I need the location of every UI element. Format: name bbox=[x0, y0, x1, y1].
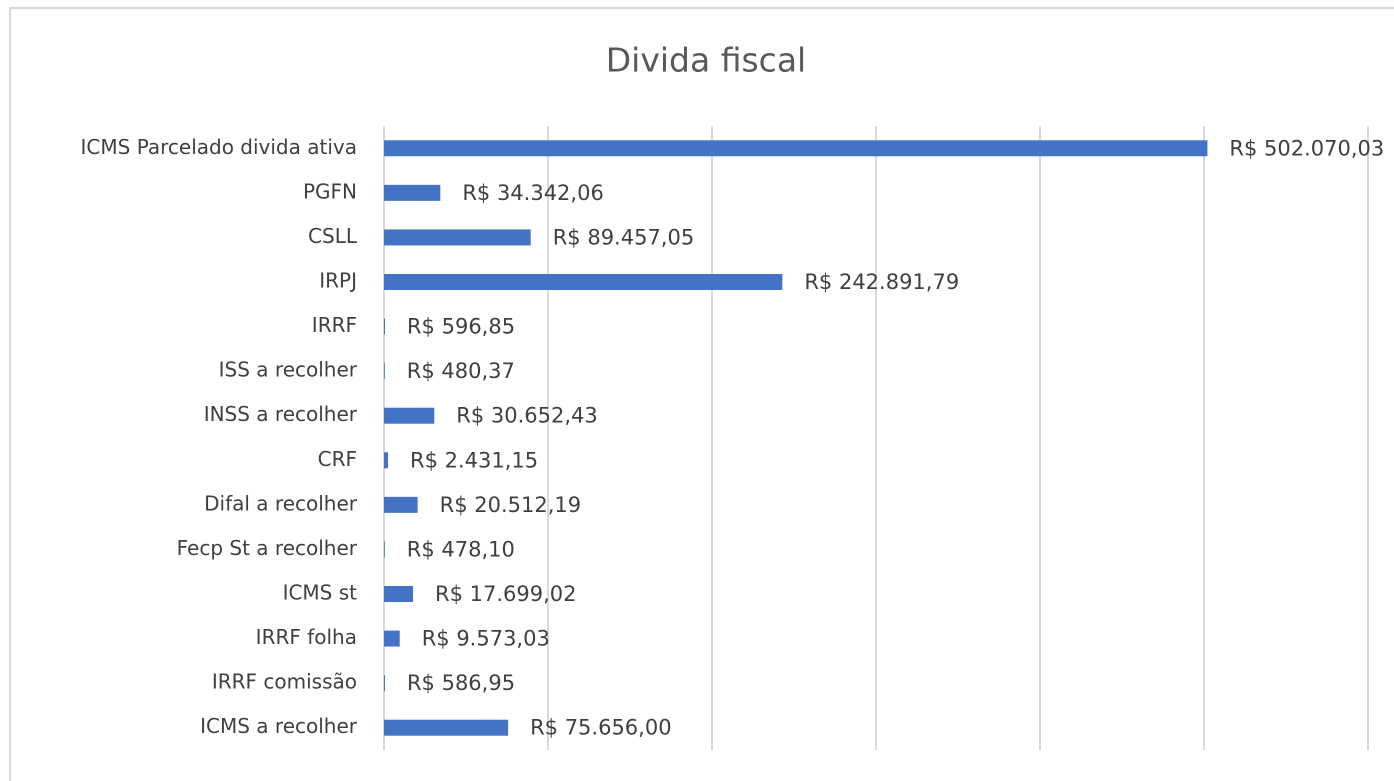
data-label: R$ 34.342,06 bbox=[462, 181, 604, 205]
bar bbox=[384, 541, 385, 558]
y-tick-label: INSS a recolher bbox=[204, 402, 358, 426]
data-label: R$ 242.891,79 bbox=[804, 270, 959, 294]
data-label: R$ 89.457,05 bbox=[553, 225, 695, 249]
data-label: R$ 502.070,03 bbox=[1229, 136, 1384, 160]
y-tick-label: CRF bbox=[318, 447, 357, 471]
data-label: R$ 75.656,00 bbox=[530, 716, 672, 740]
y-tick-label: Difal a recolher bbox=[204, 491, 358, 515]
chart-title: Divida fiscal bbox=[606, 41, 806, 80]
bar bbox=[384, 719, 509, 736]
y-tick-label: IRRF folha bbox=[256, 625, 357, 649]
y-tick-label: Fecp St a recolher bbox=[177, 536, 358, 560]
bar bbox=[384, 274, 783, 290]
bar bbox=[384, 675, 385, 692]
chart-frame bbox=[9, 7, 1394, 781]
y-tick-label: IRRF comissão bbox=[212, 670, 357, 694]
bar bbox=[384, 407, 435, 424]
data-label: R$ 586,95 bbox=[407, 671, 515, 695]
y-tick-label: ICMS Parcelado divida ativa bbox=[81, 135, 357, 159]
bar bbox=[384, 140, 1208, 157]
y-tick-label: ICMS a recolher bbox=[200, 714, 358, 738]
data-label: R$ 9.573,03 bbox=[422, 627, 550, 651]
bar bbox=[384, 229, 531, 246]
bar bbox=[384, 496, 418, 513]
data-label: R$ 480,37 bbox=[407, 359, 515, 383]
bar bbox=[384, 184, 441, 201]
data-label: R$ 20.512,19 bbox=[440, 493, 582, 517]
y-tick-label: IRPJ bbox=[319, 269, 357, 293]
data-label: R$ 17.699,02 bbox=[435, 582, 577, 606]
data-label: R$ 596,85 bbox=[407, 315, 515, 339]
y-tick-label: PGFN bbox=[303, 179, 357, 203]
bar bbox=[384, 318, 385, 335]
data-label: R$ 478,10 bbox=[407, 537, 515, 561]
bar bbox=[384, 630, 400, 647]
data-label: R$ 30.652,43 bbox=[456, 404, 598, 428]
y-tick-label: ISS a recolher bbox=[219, 358, 358, 382]
data-label: R$ 2.431,15 bbox=[410, 448, 538, 472]
bar bbox=[384, 363, 385, 380]
y-tick-label: CSLL bbox=[308, 224, 358, 248]
y-tick-label: IRRF bbox=[312, 313, 357, 337]
y-tick-label: ICMS st bbox=[283, 581, 358, 605]
bar bbox=[384, 452, 388, 469]
bar bbox=[384, 586, 414, 602]
